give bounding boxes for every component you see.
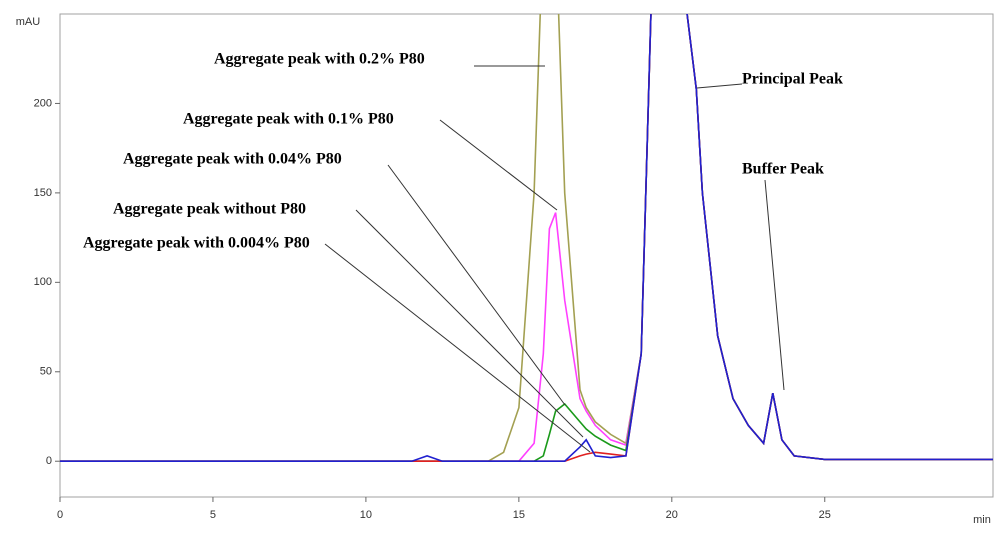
x-tick-label: 0 — [57, 509, 63, 521]
curves — [60, 14, 993, 462]
x-tick-label: 20 — [666, 509, 678, 521]
leader-line — [764, 179, 785, 391]
x-tick-label: 25 — [819, 509, 831, 521]
series-annotation: Aggregate peak with 0.1% P80 — [183, 111, 394, 128]
plot-frame — [59, 13, 994, 498]
leader-line — [439, 119, 558, 211]
y-axis-label: mAU — [16, 16, 41, 28]
series-annotation: Aggregate peak with 0.2% P80 — [214, 51, 425, 68]
series-annotation: Aggregate peak with 0.004% P80 — [83, 235, 310, 252]
x-tick-label: 5 — [210, 509, 216, 521]
y-tick-label: 100 — [34, 276, 52, 288]
series-annotation: Aggregate peak without P80 — [113, 201, 306, 218]
x-axis-label: min — [973, 514, 991, 526]
y-tick-label: 50 — [40, 366, 52, 378]
series-line — [60, 14, 993, 462]
leader-line — [696, 83, 743, 89]
peak-annotation: Buffer Peak — [742, 161, 824, 178]
peak-annotation: Principal Peak — [742, 71, 843, 88]
y-tick-label: 200 — [34, 97, 52, 109]
x-tick-label: 15 — [513, 509, 525, 521]
leader-line — [324, 243, 591, 453]
leader-line — [355, 209, 584, 438]
leader-line — [387, 164, 566, 406]
y-tick-label: 0 — [46, 455, 52, 467]
y-tick-label: 150 — [34, 187, 52, 199]
series-annotation: Aggregate peak with 0.04% P80 — [123, 151, 342, 168]
x-tick-label: 10 — [360, 509, 372, 521]
